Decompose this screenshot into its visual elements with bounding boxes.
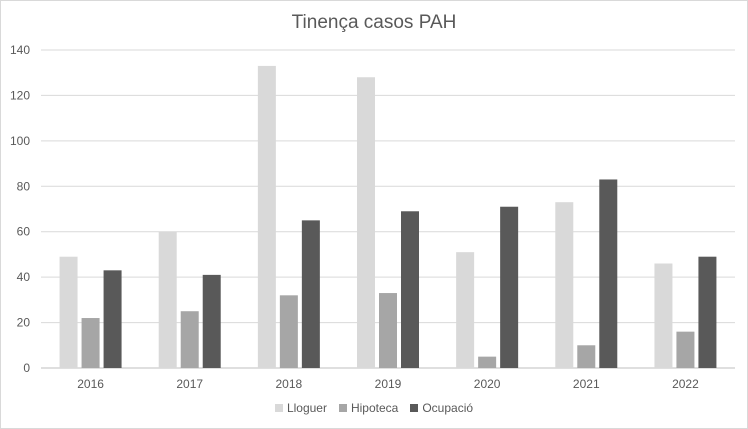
- y-tick-label: 100: [10, 134, 30, 148]
- bar-ocupació-2022: [698, 256, 717, 368]
- y-tick-label: 20: [17, 316, 31, 330]
- x-tick-label: 2021: [573, 377, 600, 391]
- x-tick-label: 2017: [176, 377, 203, 391]
- bar-ocupació-2018: [301, 220, 320, 368]
- y-tick-label: 80: [17, 179, 31, 193]
- bar-ocupació-2020: [500, 206, 519, 368]
- bar-hipoteca-2021: [577, 345, 596, 368]
- legend-item: Ocupació: [410, 401, 473, 415]
- chart-title: Tinença casos PAH: [291, 12, 457, 33]
- y-tick-label: 40: [17, 270, 31, 284]
- x-tick-label: 2019: [375, 377, 402, 391]
- bar-lloguer-2019: [357, 77, 375, 368]
- bar-ocupació-2021: [599, 179, 618, 368]
- x-tick-label: 2018: [276, 377, 303, 391]
- bar-lloguer-2021: [555, 202, 574, 368]
- legend-label: Ocupació: [422, 401, 474, 415]
- bar-hipoteca-2018: [279, 295, 298, 368]
- y-tick-label: 0: [23, 361, 30, 375]
- y-tick-label: 120: [10, 88, 30, 102]
- bar-lloguer-2017: [158, 231, 177, 368]
- legend-label: Hipoteca: [350, 401, 399, 415]
- legend-swatch: [410, 404, 419, 412]
- bar-hipoteca-2017: [180, 311, 199, 368]
- x-tick-label: 2016: [77, 377, 104, 391]
- bar-hipoteca-2020: [478, 356, 497, 368]
- x-tick-label: 2020: [474, 377, 501, 391]
- bar-hipoteca-2022: [676, 331, 695, 368]
- bar-lloguer-2020: [456, 252, 475, 368]
- legend-item: Lloguer: [274, 401, 327, 415]
- y-tick-label: 60: [17, 225, 31, 239]
- x-tick-label: 2022: [672, 377, 699, 391]
- legend-swatch: [274, 404, 283, 412]
- legend-label: Lloguer: [286, 401, 327, 415]
- bar-ocupació-2016: [103, 270, 122, 368]
- bar-ocupació-2017: [202, 274, 221, 368]
- bar-lloguer-2022: [654, 263, 673, 368]
- bar-hipoteca-2019: [379, 293, 397, 368]
- bar-ocupació-2019: [401, 211, 419, 368]
- legend: Lloguer Hipoteca Ocupació: [1, 401, 747, 415]
- y-tick-label: 140: [10, 43, 30, 57]
- bar-hipoteca-2016: [81, 318, 100, 368]
- legend-item: Hipoteca: [338, 401, 399, 415]
- bar-lloguer-2016: [59, 256, 78, 368]
- bar-lloguer-2018: [257, 65, 276, 369]
- legend-swatch: [338, 404, 347, 412]
